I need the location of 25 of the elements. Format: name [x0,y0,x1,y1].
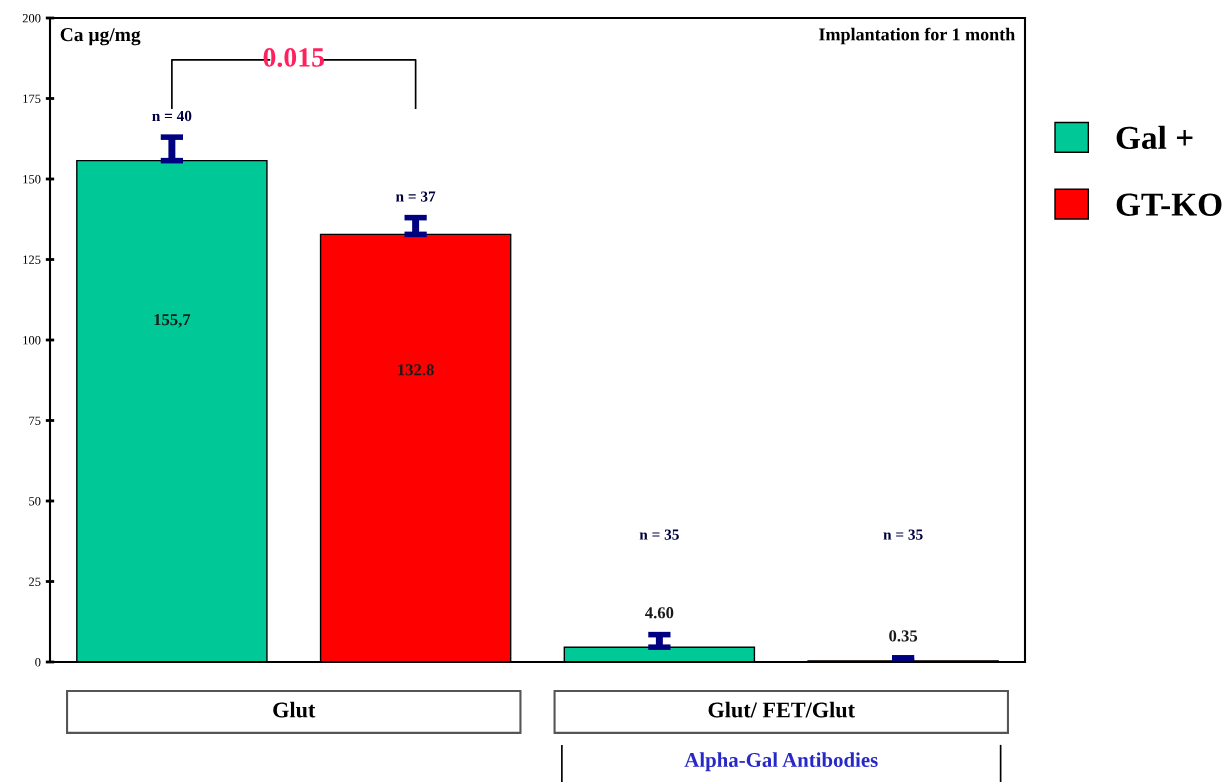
chart-title: Implantation for 1 month [819,27,1015,45]
data-label: 0.35 [889,630,918,642]
annotation: 0.015 [263,48,324,67]
legend-label: GT-KO [1116,193,1222,216]
y-tick-label: 200 [22,14,41,23]
data-label: 132.8 [398,364,434,376]
y-tick-label: 125 [23,255,41,264]
y-tick-label: 50 [29,497,41,506]
y-tick-label: 175 [23,94,41,103]
y-tick-label: 100 [23,336,41,345]
annotation: n = 35 [883,529,923,540]
annotation: n = 40 [152,110,192,122]
y-tick-label: 0 [35,658,41,667]
y-tick-label: 75 [29,416,41,425]
text: Alpha-Gal Antibodies [684,752,878,772]
y-tick-label: 25 [29,577,41,586]
data-label: 4.60 [645,607,674,619]
text: Glut [273,701,316,718]
data-label: 155,7 [154,314,191,328]
y-tick-label: 150 [23,175,41,184]
annotation: n = 35 [639,529,679,540]
y-axis-title: Ca µg/mg [60,28,141,46]
text: Glut/ FET/Glut [708,701,855,718]
legend-label: Gal + [1116,125,1193,150]
annotation: n = 37 [395,191,436,202]
